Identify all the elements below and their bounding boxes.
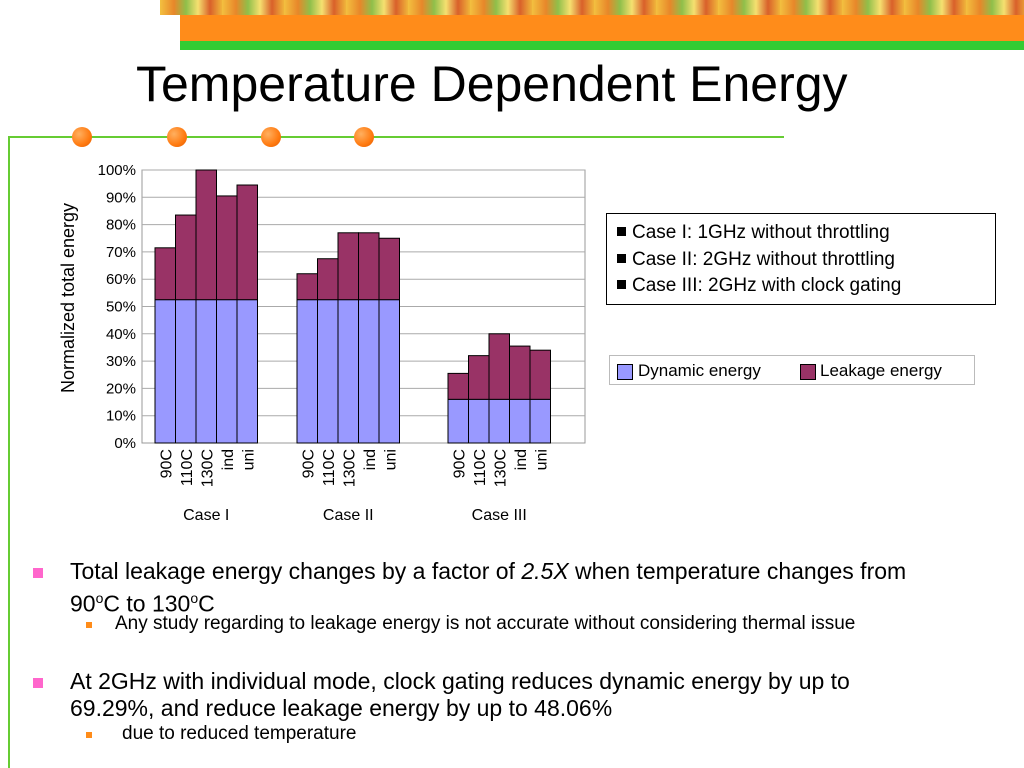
pink-bullet-icon: [33, 568, 43, 578]
case-legend-item: Case I: 1GHz without throttling: [617, 220, 995, 247]
bar-dynamic-energy: [175, 299, 197, 444]
header-green-bar: [180, 41, 1024, 50]
y-tick-label: 80%: [106, 217, 136, 234]
x-tick-label: 90C: [300, 449, 317, 478]
bar-leakage-energy: [529, 349, 551, 400]
y-tick-label: 0%: [114, 435, 136, 452]
y-tick-label: 90%: [106, 189, 136, 206]
y-tick-label: 100%: [98, 162, 136, 179]
series-legend: Dynamic energy Leakage energy: [609, 355, 975, 385]
x-tick-label: uni: [382, 449, 399, 470]
bar-leakage-energy: [317, 258, 339, 301]
bullet-text: At 2GHz with individual mode, clock gati…: [70, 668, 850, 721]
x-tick-label: ind: [513, 449, 530, 470]
bar-leakage-energy: [216, 195, 238, 301]
square-bullet-icon: [617, 253, 626, 263]
orange-dot: [261, 127, 281, 147]
group-label: Case II: [323, 507, 374, 524]
orange-dot: [167, 127, 187, 147]
title-underline: [8, 136, 784, 138]
bar-leakage-energy: [447, 372, 469, 400]
x-tick-label: 130C: [492, 449, 509, 487]
bar-dynamic-energy: [317, 299, 339, 444]
bar-leakage-energy: [236, 184, 258, 301]
bar-leakage-energy: [488, 333, 510, 400]
bar-dynamic-energy: [236, 299, 258, 444]
bar-leakage-energy: [154, 247, 176, 301]
square-bullet-icon: [617, 280, 626, 289]
header-orange-bar: [180, 15, 1024, 41]
orange-dot: [72, 127, 92, 147]
x-tick-label: 130C: [341, 449, 358, 487]
case-legend-item: Case II: 2GHz without throttling: [617, 247, 995, 274]
bar-dynamic-energy: [154, 299, 176, 444]
bar-dynamic-energy: [337, 299, 359, 444]
y-tick-label: 40%: [106, 326, 136, 343]
bar-leakage-energy: [296, 273, 318, 301]
x-tick-label: 110C: [179, 449, 196, 486]
case-legend: Case I: 1GHz without throttling Case II:…: [606, 213, 996, 305]
x-tick-label: 110C: [472, 449, 489, 486]
pink-bullet-icon: [33, 678, 43, 688]
bar-dynamic-energy: [358, 299, 380, 444]
decorative-fruit-strip: [160, 0, 1024, 15]
slide-title: Temperature Dependent Energy: [136, 56, 848, 112]
bar-leakage-energy: [175, 214, 197, 301]
sub-bullet-text: Any study regarding to leakage energy is…: [115, 613, 856, 634]
x-tick-label: ind: [220, 449, 237, 470]
bar-leakage-energy: [509, 345, 531, 400]
x-tick-label: uni: [533, 449, 550, 470]
bar-dynamic-energy: [447, 398, 469, 444]
stacked-bar-chart: 0% 10% 20% 30% 40% 50% 60% 70% 80% 90% 100% Normali…: [58, 162, 586, 524]
bar-leakage-energy: [195, 169, 217, 301]
x-tick-label: 90C: [158, 449, 175, 478]
x-tick-label: 110C: [321, 449, 338, 486]
bar-leakage-energy: [337, 232, 359, 301]
bar-dynamic-energy: [195, 299, 217, 444]
series-legend-label: Leakage energy: [820, 361, 942, 380]
y-tick-label: 70%: [106, 244, 136, 261]
y-tick-label: 60%: [106, 271, 136, 288]
orange-dot: [354, 127, 374, 147]
bar-leakage-energy: [378, 237, 400, 301]
x-tick-label: uni: [240, 449, 257, 470]
bar-dynamic-energy: [216, 299, 238, 444]
bar-dynamic-energy: [378, 299, 400, 444]
left-margin-line: [8, 136, 10, 768]
leakage-energy-swatch: [800, 364, 816, 380]
bar-leakage-energy: [468, 355, 490, 400]
series-legend-label: Dynamic energy: [638, 361, 761, 380]
bar-dynamic-energy: [296, 299, 318, 444]
orange-bullet-icon: [86, 732, 92, 738]
bar-dynamic-energy: [509, 398, 531, 444]
case-legend-item: Case III: 2GHz with clock gating: [617, 273, 995, 300]
bar-leakage-energy: [358, 232, 380, 301]
y-tick-label: 10%: [106, 408, 136, 425]
y-axis-title: Normalized total energy: [58, 203, 78, 393]
x-tick-label: 90C: [451, 449, 468, 478]
bullet-text: Total leakage energy changes by a factor…: [70, 558, 907, 617]
sub-bullet-text: due to reduced temperature: [122, 723, 357, 744]
y-tick-label: 50%: [106, 299, 136, 316]
x-tick-label: ind: [362, 449, 379, 470]
bar-dynamic-energy: [488, 398, 510, 444]
case-legend-label: Case II: 2GHz without throttling: [632, 248, 895, 270]
y-tick-label: 20%: [106, 380, 136, 397]
case-legend-label: Case I: 1GHz without throttling: [632, 222, 890, 243]
square-bullet-icon: [617, 227, 626, 236]
bar-dynamic-energy: [529, 398, 551, 444]
case-legend-label: Case III: 2GHz with clock gating: [632, 275, 902, 296]
x-tick-label: 130C: [199, 449, 216, 487]
orange-bullet-icon: [86, 622, 92, 628]
dynamic-energy-swatch: [617, 364, 633, 380]
bar-dynamic-energy: [468, 398, 490, 444]
group-label: Case I: [183, 507, 229, 524]
group-label: Case III: [472, 507, 527, 524]
y-tick-label: 30%: [106, 353, 136, 370]
